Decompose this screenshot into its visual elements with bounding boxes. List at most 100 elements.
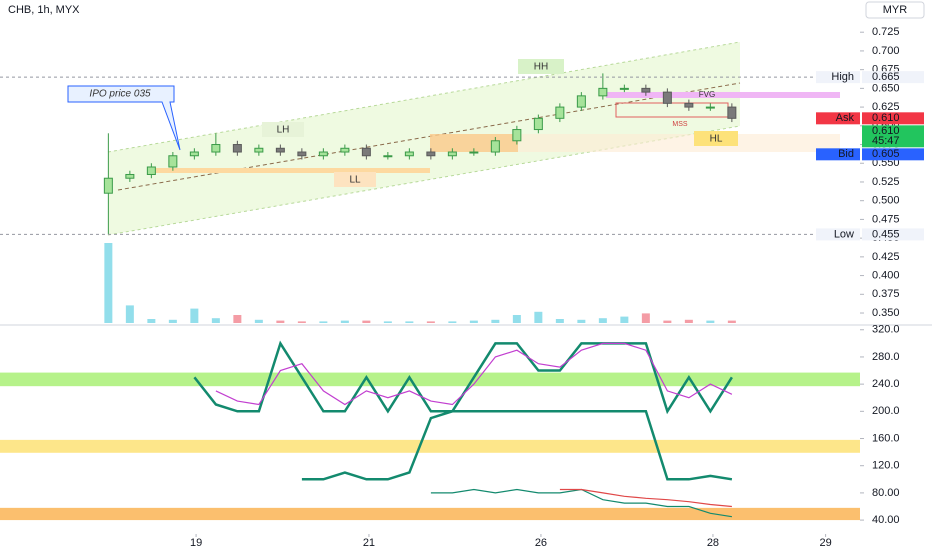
y-tick-label: 0.500 [872, 195, 900, 207]
callout [67, 85, 181, 151]
volume-bar [663, 320, 672, 323]
volume-bar [491, 319, 500, 323]
marker-value: 0.610 [872, 112, 900, 124]
marker-label: Ask [836, 112, 855, 124]
candle-body [576, 95, 586, 108]
label-box [518, 59, 564, 74]
candle-body [619, 87, 629, 90]
volume-bar [297, 321, 306, 323]
marker-value-box [862, 148, 924, 161]
volume-bar [405, 321, 414, 323]
y-tick-label: 240.0 [872, 378, 900, 390]
marker-value-box [862, 71, 924, 84]
band [0, 439, 860, 453]
marker-label-box [816, 228, 860, 241]
candle-body [146, 166, 156, 175]
marker-label-box [816, 148, 860, 161]
series-line [559, 488, 732, 508]
annotation: LH [277, 125, 290, 136]
trend-channel [108, 42, 740, 235]
candle-body [254, 147, 264, 153]
label-box [262, 122, 304, 137]
x-tick-label: 21 [363, 537, 375, 549]
y-tick-label: 0.650 [872, 82, 900, 94]
annotation: LL [349, 175, 361, 186]
candle-body [361, 147, 371, 157]
volume-bar [233, 315, 242, 323]
marker-value: 0.610 [872, 125, 900, 137]
candle-body [490, 140, 500, 153]
volume-bar [211, 318, 220, 323]
marker-label: Low [834, 228, 854, 240]
volume-bar [534, 311, 543, 323]
countdown: 45:47 [872, 135, 900, 147]
annotation: HL [710, 134, 723, 145]
marker-value: 0.455 [872, 228, 900, 240]
volume-bar [727, 320, 736, 323]
candle-body [684, 102, 694, 108]
y-tick-label: 0.725 [872, 26, 900, 38]
y-tick-label: 120.0 [872, 460, 900, 472]
channel-top [107, 41, 741, 153]
y-tick-label: 0.425 [872, 251, 900, 263]
marker-value: 0.665 [872, 71, 900, 83]
x-tick-label: 26 [535, 537, 547, 549]
marker-value-box [862, 112, 924, 125]
candle-body [705, 106, 715, 109]
annotation: MSS [672, 121, 688, 128]
candle-body [275, 147, 285, 153]
candle-body [641, 87, 651, 93]
chart-title: CHB, 1h, MYX [8, 4, 80, 16]
candle-body [340, 147, 350, 153]
label-box [694, 131, 738, 146]
volume-bar [426, 321, 435, 323]
marker-label: Bid [838, 148, 854, 160]
band [0, 507, 860, 521]
annotation: HH [534, 62, 548, 73]
candle-body [383, 155, 393, 158]
volume-bar [706, 320, 715, 323]
marker-value-box [862, 228, 924, 241]
y-tick-label: 0.350 [872, 307, 900, 319]
x-tick-label: 28 [707, 537, 719, 549]
volume-bar [147, 319, 156, 323]
volume-bar [577, 319, 586, 323]
candle-body [211, 144, 221, 153]
y-tick-label: 0.700 [872, 45, 900, 57]
marker-label-box [816, 112, 860, 125]
y-tick-label: 40.00 [872, 514, 900, 526]
volume-bar [555, 319, 564, 323]
volume-bar [276, 320, 285, 323]
volume-bar [620, 316, 629, 323]
annotations: IPO price 035 LH LL HH HL FVG MSS [67, 59, 738, 187]
fvg-zone [606, 92, 840, 98]
series-line [215, 342, 733, 406]
currency-box [865, 1, 925, 19]
y-tick-label: 0.375 [872, 288, 900, 300]
volume-bar [469, 320, 478, 323]
volume-bar [512, 315, 521, 323]
x-tick-label: 29 [819, 537, 831, 549]
volume-bar [641, 313, 650, 323]
zone [150, 168, 430, 173]
volume-bar [125, 305, 134, 323]
candle-body [662, 91, 672, 104]
label-box [334, 172, 376, 187]
zone [518, 134, 840, 152]
candle-body [404, 151, 414, 157]
volume-bar [254, 319, 263, 323]
annotation: FVG [699, 90, 715, 99]
candle-body [727, 106, 737, 119]
y-tick-label: 0.525 [872, 176, 900, 188]
volume-bar [362, 320, 371, 323]
annotation: IPO price 035 [89, 89, 151, 100]
candle-body [168, 155, 178, 168]
volume-bar [383, 321, 392, 323]
y-tick-label: 280.0 [872, 351, 900, 363]
candle-body [125, 173, 135, 179]
candle-body [189, 151, 199, 157]
candle-body [232, 144, 242, 153]
y-tick-label: 0.475 [872, 213, 900, 225]
candle-body [426, 151, 436, 157]
